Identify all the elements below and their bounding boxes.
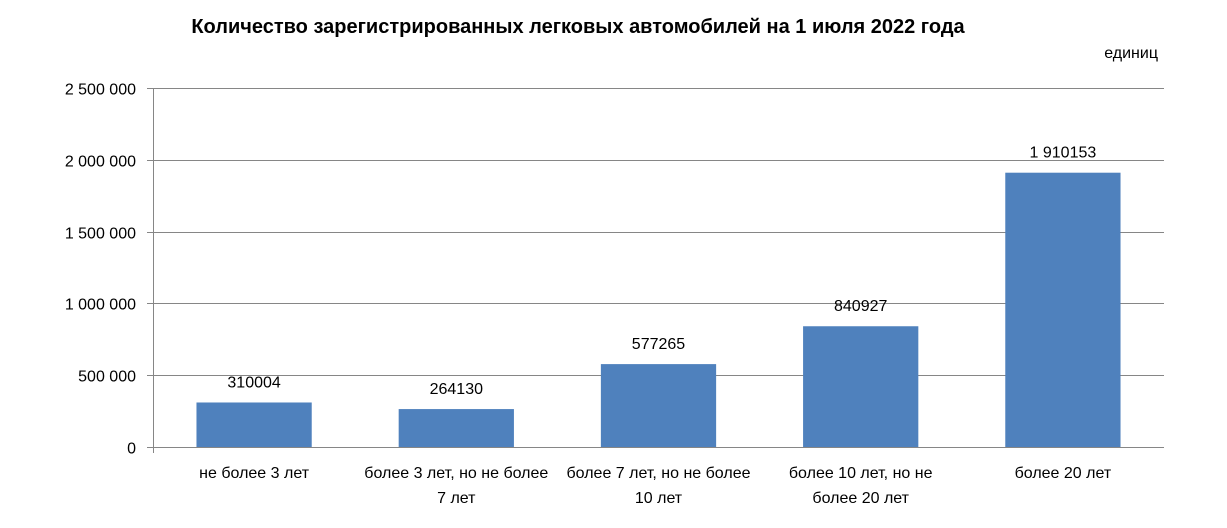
x-tick-label-line: более 7 лет, но не более [567, 465, 751, 482]
x-tick-label: более 3 лет, но не более 7 лет [364, 465, 548, 507]
x-tick-label-line: более 10 лет, но не [789, 465, 933, 482]
y-tick-label: 500 000 [78, 369, 136, 386]
data-labels: 310004 264130 577265 840927 1 910153 [227, 145, 1096, 398]
x-tick-label: более 20 лет [1015, 465, 1112, 482]
x-tick-label-line: 7 лет [437, 490, 476, 507]
grid-lines [153, 88, 1164, 376]
unit-label: единиц [1104, 45, 1158, 62]
x-tick-label: более 7 лет, но не более 10 лет [567, 465, 751, 507]
x-tick-label-line: более 3 лет, но не более [364, 465, 548, 482]
data-label: 1 910153 [1030, 145, 1097, 162]
y-tick-label: 2 000 000 [65, 154, 136, 171]
data-label: 840927 [834, 298, 887, 315]
x-tick-label: более 10 лет, но не более 20 лет [789, 465, 933, 507]
data-label: 577265 [632, 336, 685, 353]
x-axis-ticks: не более 3 лет более 3 лет, но не более 7 … [199, 465, 1112, 507]
bar [398, 409, 514, 447]
bar [803, 326, 919, 447]
bars [196, 172, 1121, 447]
chart-title: Количество зарегистрированных легковых а… [191, 16, 965, 38]
data-label: 264130 [430, 381, 483, 398]
x-tick-label-line: 10 лет [635, 490, 683, 507]
x-tick-label-line: не более 3 лет [199, 465, 310, 482]
y-tick-label: 1 500 000 [65, 226, 136, 243]
bar [600, 364, 717, 447]
x-tick-label-line: более 20 лет [812, 490, 909, 507]
bar [1005, 172, 1121, 447]
y-tick-label: 1 000 000 [65, 297, 136, 314]
x-tick-label: не более 3 лет [199, 465, 310, 482]
bar [196, 402, 312, 447]
x-tick-label-line: более 20 лет [1015, 465, 1112, 482]
y-tick-label: 0 [127, 441, 136, 458]
y-tick-label: 2 500 000 [65, 82, 136, 99]
y-axis-ticks: 0 500 000 1 000 000 1 500 000 2 000 000 2 500… [65, 82, 153, 458]
data-label: 310004 [227, 374, 280, 391]
